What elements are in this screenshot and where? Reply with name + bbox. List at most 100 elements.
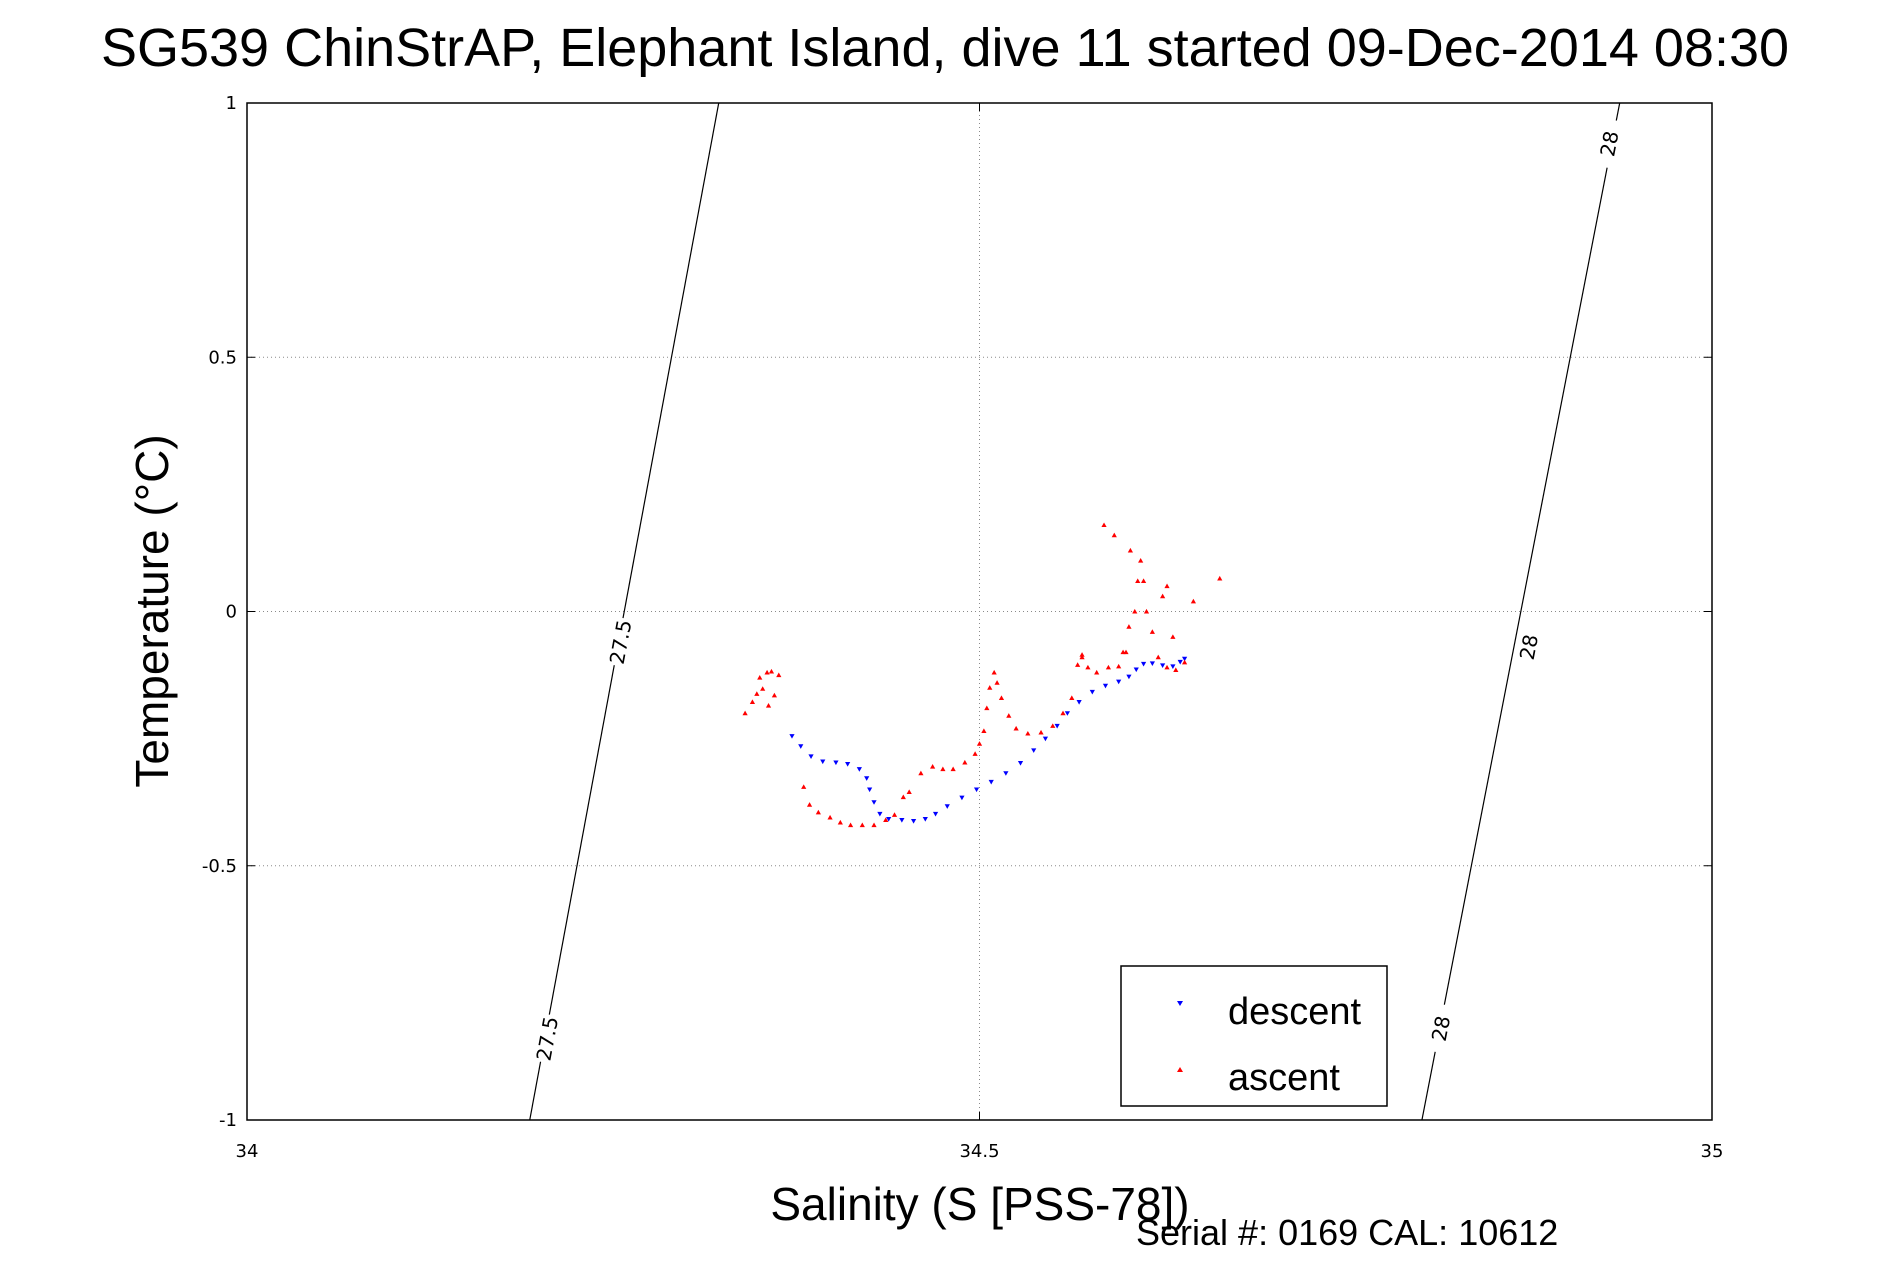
data-point-ascent [981,728,987,733]
data-point-ascent [768,668,775,674]
serial-cal-footer: Serial #: 0169 CAL: 10612 [1136,1212,1558,1253]
axis-ticks: 34 34.5 35 1 0.5 0 -0.5 -1 [202,93,1724,1162]
data-point-descent [1017,761,1024,766]
data-point-descent [833,760,839,766]
data-point-descent [1177,659,1183,665]
data-point-ascent [1075,662,1081,667]
data-point-descent [1102,683,1109,689]
data-point-ascent [962,759,968,765]
data-point-descent [910,819,917,824]
isopycnal-line [1421,102,1621,1121]
data-point-ascent [754,691,760,696]
data-point-ascent [742,710,748,716]
legend-marker-descent [1177,1001,1183,1006]
data-point-descent [820,759,826,765]
data-point-ascent [940,766,946,772]
data-point-descent [1182,656,1188,662]
data-point-descent [886,816,892,822]
x-axis-label: Salinity (S [PSS-78]) [770,1178,1189,1230]
data-point-descent [867,787,873,793]
data-point-descent [1149,661,1155,666]
data-point-ascent [991,669,997,675]
data-point-descent [1160,663,1166,669]
data-point-ascent [1079,652,1085,657]
data-point-ascent [1085,664,1091,670]
data-point-ascent [757,675,763,680]
data-point-descent [1031,748,1037,753]
data-point-ascent [1050,723,1056,728]
data-point-descent [1054,723,1060,729]
data-point-descent [1042,736,1049,742]
isopycnal-label-bg [1593,117,1626,170]
data-point-ascent [1101,522,1107,528]
data-point-ascent [1217,575,1223,581]
data-point-ascent [950,766,956,772]
y-axis-label: Temperature (°C) [126,434,178,787]
data-point-ascent [984,705,990,711]
y-tick-label: 0.5 [208,347,237,368]
data-point-descent [944,804,950,809]
data-point-ascent [1149,629,1155,634]
data-point-ascent [871,822,877,828]
data-point-ascent [827,814,833,820]
isopycnal-label-bg [531,1012,564,1065]
data-point-ascent [918,770,924,776]
legend-label-descent: descent [1228,991,1362,1033]
data-points [742,522,1223,828]
data-point-ascent [1094,669,1100,675]
legend-label-ascent: ascent [1228,1057,1340,1099]
legend-marker-ascent [1177,1067,1183,1072]
chart-title: SG539 ChinStrAP, Elephant Island, dive 1… [101,18,1789,78]
data-point-ascent [906,789,912,795]
data-point-ascent [1155,654,1161,660]
data-point-descent [1076,700,1082,705]
data-point-ascent [859,822,865,828]
data-point-ascent [1143,608,1150,614]
data-point-ascent [806,802,813,807]
data-point-descent [1116,679,1122,685]
data-point-ascent [1123,649,1129,655]
y-tick-label: -1 [219,1110,237,1131]
data-point-ascent [900,794,906,800]
data-point-descent [959,795,965,801]
data-point-descent [845,762,851,767]
data-point-descent [922,816,928,822]
data-point-descent [798,744,804,749]
data-point-ascent [1173,667,1179,672]
x-tick-label: 34 [236,1141,259,1162]
data-point-ascent [998,695,1005,700]
data-point-ascent [1079,654,1085,660]
data-point-ascent [1105,664,1112,670]
data-point-descent [973,787,980,793]
data-point-descent [988,779,994,785]
data-point-ascent [764,669,770,675]
data-point-ascent [1013,725,1019,731]
data-point-ascent [1006,713,1012,718]
data-point-ascent [891,812,898,817]
data-point-ascent [1111,532,1117,538]
data-point-descent [1133,667,1139,673]
data-point-descent [1064,711,1070,716]
data-point-descent [1126,674,1132,680]
data-point-descent [789,734,795,739]
isopycnal-line [529,102,720,1121]
data-point-ascent [1126,624,1132,629]
data-point-ascent [837,819,843,825]
data-point-ascent [972,751,978,756]
data-point-descent [1089,689,1095,695]
y-tick-label: 0 [226,602,237,623]
isopycnal-label-bg [604,616,637,668]
data-point-ascent [776,672,782,678]
data-point-ascent [1170,634,1176,639]
data-point-ascent [1164,583,1170,589]
data-point-ascent [749,699,756,705]
data-point-descent [877,811,883,817]
isopycnal-label: 28 [1515,632,1543,662]
data-point-ascent [1038,729,1044,735]
data-point-descent [856,767,862,772]
data-point-descent [899,817,905,823]
isopycnal-label-bg [1512,621,1546,673]
data-point-ascent [1164,664,1170,670]
data-point-ascent [847,822,854,828]
